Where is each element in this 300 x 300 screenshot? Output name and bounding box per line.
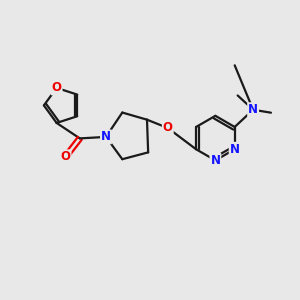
Text: O: O: [61, 150, 70, 163]
Text: N: N: [210, 154, 220, 167]
Text: N: N: [248, 103, 258, 116]
Text: O: O: [52, 81, 61, 94]
Text: N: N: [230, 143, 240, 156]
Text: N: N: [101, 130, 111, 143]
Text: O: O: [163, 122, 173, 134]
